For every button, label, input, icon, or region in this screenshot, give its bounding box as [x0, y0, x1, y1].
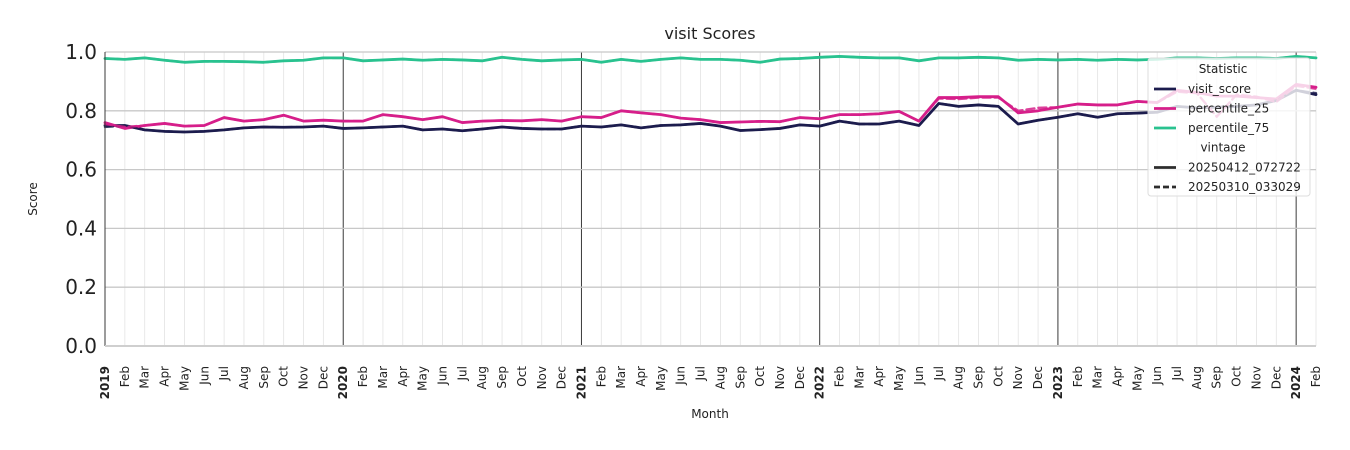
x-tick-label: Dec — [793, 366, 807, 389]
series-lines — [103, 55, 1318, 134]
legend-label: percentile_25 — [1188, 102, 1269, 116]
x-tick-label: Mar — [614, 366, 628, 389]
x-axis-title: Month — [691, 407, 729, 421]
y-tick-label: 0.6 — [65, 158, 97, 182]
grid — [105, 51, 1317, 347]
x-tick-label: May — [177, 366, 191, 391]
x-tick-label: Jul — [932, 366, 946, 381]
x-tick-label: 2021 — [574, 366, 588, 399]
x-tick-label: Sep — [1210, 366, 1224, 389]
x-tick-label: Jun — [912, 366, 926, 386]
legend-box — [1147, 57, 1311, 197]
x-tick-label: 2020 — [336, 366, 350, 399]
x-tick-label: Oct — [1230, 366, 1244, 387]
x-tick-label: Apr — [396, 366, 410, 387]
axes: 0.0 0.2 0.4 0.6 0.8 1.0 2019 Feb Mar Apr May Jun Jul… — [65, 40, 1323, 399]
x-tick-label: Dec — [316, 366, 330, 389]
x-tick-label: Aug — [237, 366, 251, 389]
x-tick-label: May — [416, 366, 430, 391]
x-tick-label: Aug — [952, 366, 966, 389]
x-tick-label: Feb — [594, 366, 608, 387]
y-tick-label: 0.0 — [65, 334, 97, 358]
x-tick-label: Feb — [1309, 366, 1323, 387]
x-tick-label: Jun — [435, 366, 449, 386]
x-tick-label: 2023 — [1051, 366, 1065, 399]
x-tick-label: Oct — [753, 366, 767, 387]
y-axis-title: Score — [26, 182, 40, 216]
x-tick-label: Mar — [376, 366, 390, 389]
legend-group-title: vintage — [1200, 141, 1245, 155]
visit_score-line-20250310_033029 — [103, 89, 1318, 134]
x-tick-label: Aug — [713, 366, 727, 389]
x-tick-label: Dec — [1269, 366, 1283, 389]
x-tick-label: Apr — [1110, 366, 1124, 387]
legend-group-title: Statistic — [1199, 62, 1248, 76]
x-tick-label: Dec — [555, 366, 569, 389]
y-tick-label: 1.0 — [65, 40, 97, 64]
legend-label: percentile_75 — [1188, 121, 1269, 135]
y-tick-label: 0.2 — [65, 275, 97, 299]
x-tick-label: 2024 — [1289, 366, 1303, 399]
x-tick-label: Sep — [733, 366, 747, 389]
x-tick-label: Feb — [118, 366, 132, 387]
x-tick-label: Jul — [455, 366, 469, 381]
x-tick-label: Mar — [1091, 366, 1105, 389]
x-tick-label: Apr — [158, 366, 172, 387]
x-tick-label: May — [654, 366, 668, 391]
x-tick-label: Jun — [674, 366, 688, 386]
x-tick-label: 2019 — [98, 366, 112, 399]
x-tick-label: Jun — [1150, 366, 1164, 386]
legend: Statistic visit_score percentile_25percent… — [1147, 57, 1311, 197]
x-tick-label: Dec — [1031, 366, 1045, 389]
x-tick-label: Aug — [475, 366, 489, 389]
x-tick-label: Jun — [197, 366, 211, 386]
y-tick-label: 0.4 — [65, 216, 97, 240]
legend-label: 20250310_033029 — [1188, 180, 1301, 194]
x-tick-label: Mar — [138, 366, 152, 389]
x-tick-label: Nov — [535, 366, 549, 389]
legend-label: 20250412_072722 — [1188, 161, 1301, 175]
y-tick-label: 0.8 — [65, 99, 97, 123]
x-tick-label: Nov — [1249, 366, 1263, 389]
x-tick-label: Jul — [1170, 366, 1184, 381]
x-tick-label: Jul — [694, 366, 708, 381]
x-tick-label: Apr — [872, 366, 886, 387]
x-tick-label: Feb — [356, 366, 370, 387]
x-tick-label: Sep — [495, 366, 509, 389]
x-tick-label: Feb — [833, 366, 847, 387]
percentile_75-line-20250310_033029 — [103, 55, 1318, 64]
x-tick-label: Feb — [1071, 366, 1085, 387]
x-tick-label: Oct — [515, 366, 529, 387]
x-tick-label: Aug — [1190, 366, 1204, 389]
x-tick-label: Oct — [277, 366, 291, 387]
x-tick-label: Nov — [773, 366, 787, 389]
legend-label: visit_score — [1188, 82, 1251, 96]
x-tick-label: Apr — [634, 366, 648, 387]
x-tick-label: Mar — [852, 366, 866, 389]
x-tick-label: May — [1130, 366, 1144, 391]
x-tick-label: May — [892, 366, 906, 391]
percentile_25-line-20250310_033029 — [103, 84, 1318, 129]
x-tick-label: Oct — [991, 366, 1005, 387]
chart-title: visit Scores — [664, 24, 755, 43]
x-tick-label: 2022 — [813, 366, 827, 399]
x-tick-label: Jul — [217, 366, 231, 381]
x-tick-label: Nov — [1011, 366, 1025, 389]
x-tick-label: Nov — [297, 366, 311, 389]
x-tick-label: Sep — [257, 366, 271, 389]
x-tick-label: Sep — [972, 366, 986, 389]
